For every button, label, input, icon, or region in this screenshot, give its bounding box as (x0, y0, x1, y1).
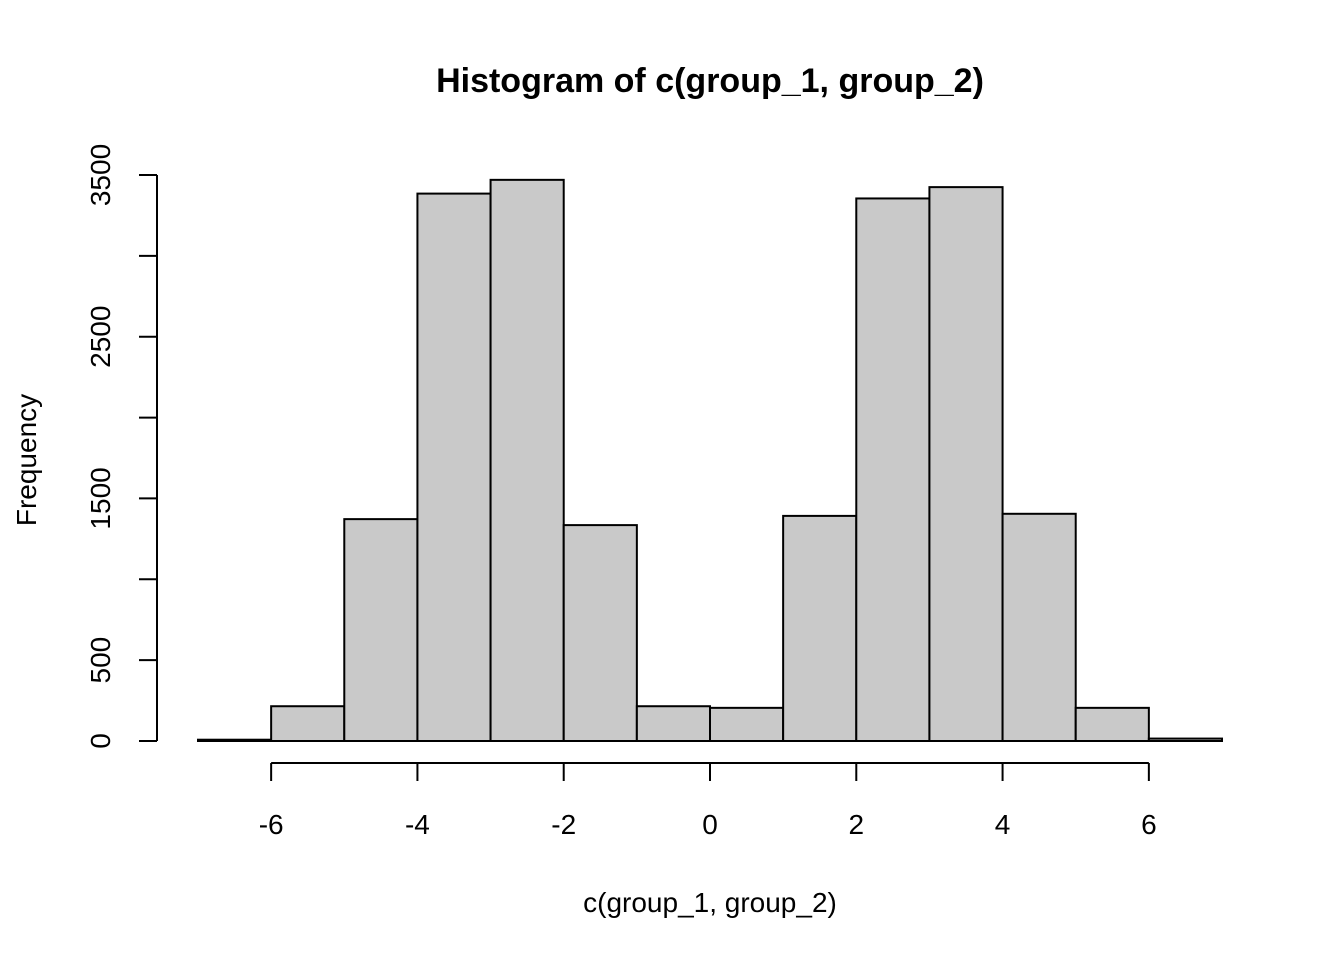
histogram-bar (635, 705, 711, 743)
histogram-bar (709, 706, 785, 742)
y-axis-label: Frequency (11, 394, 42, 526)
histogram-bar (197, 738, 273, 743)
histogram-bar (562, 524, 638, 743)
chart-title: Histogram of c(group_1, group_2) (436, 62, 984, 100)
histogram-bar (855, 197, 931, 743)
x-tick-label: 6 (1141, 809, 1157, 840)
x-axis: -6 -4 -2 0 2 4 6 (259, 762, 1157, 840)
histogram-bar (1001, 512, 1077, 743)
histogram-bar (928, 186, 1004, 742)
x-tick-label: -4 (405, 809, 430, 840)
bars-group (197, 178, 1224, 743)
x-axis-label: c(group_1, group_2) (583, 887, 837, 918)
histogram-bar (343, 518, 419, 742)
histogram-bar (270, 705, 346, 743)
histogram-bar (416, 192, 492, 742)
y-axis: 0 500 1500 2500 3500 (85, 144, 158, 749)
y-tick-label: 1500 (85, 467, 116, 529)
y-tick-label: 2500 (85, 306, 116, 368)
x-tick-label: 2 (848, 809, 864, 840)
y-tick-label: 3500 (85, 144, 116, 206)
x-tick-label: 4 (995, 809, 1011, 840)
histogram-bar (782, 514, 858, 743)
histogram-bar (1147, 737, 1224, 742)
y-tick-label: 500 (85, 637, 116, 684)
histogram-bar (1074, 706, 1150, 742)
x-tick-label: -6 (259, 809, 284, 840)
y-tick-label: 0 (85, 733, 116, 749)
histogram-bar (489, 178, 565, 742)
x-tick-label: -2 (551, 809, 576, 840)
x-tick-label: 0 (702, 809, 718, 840)
